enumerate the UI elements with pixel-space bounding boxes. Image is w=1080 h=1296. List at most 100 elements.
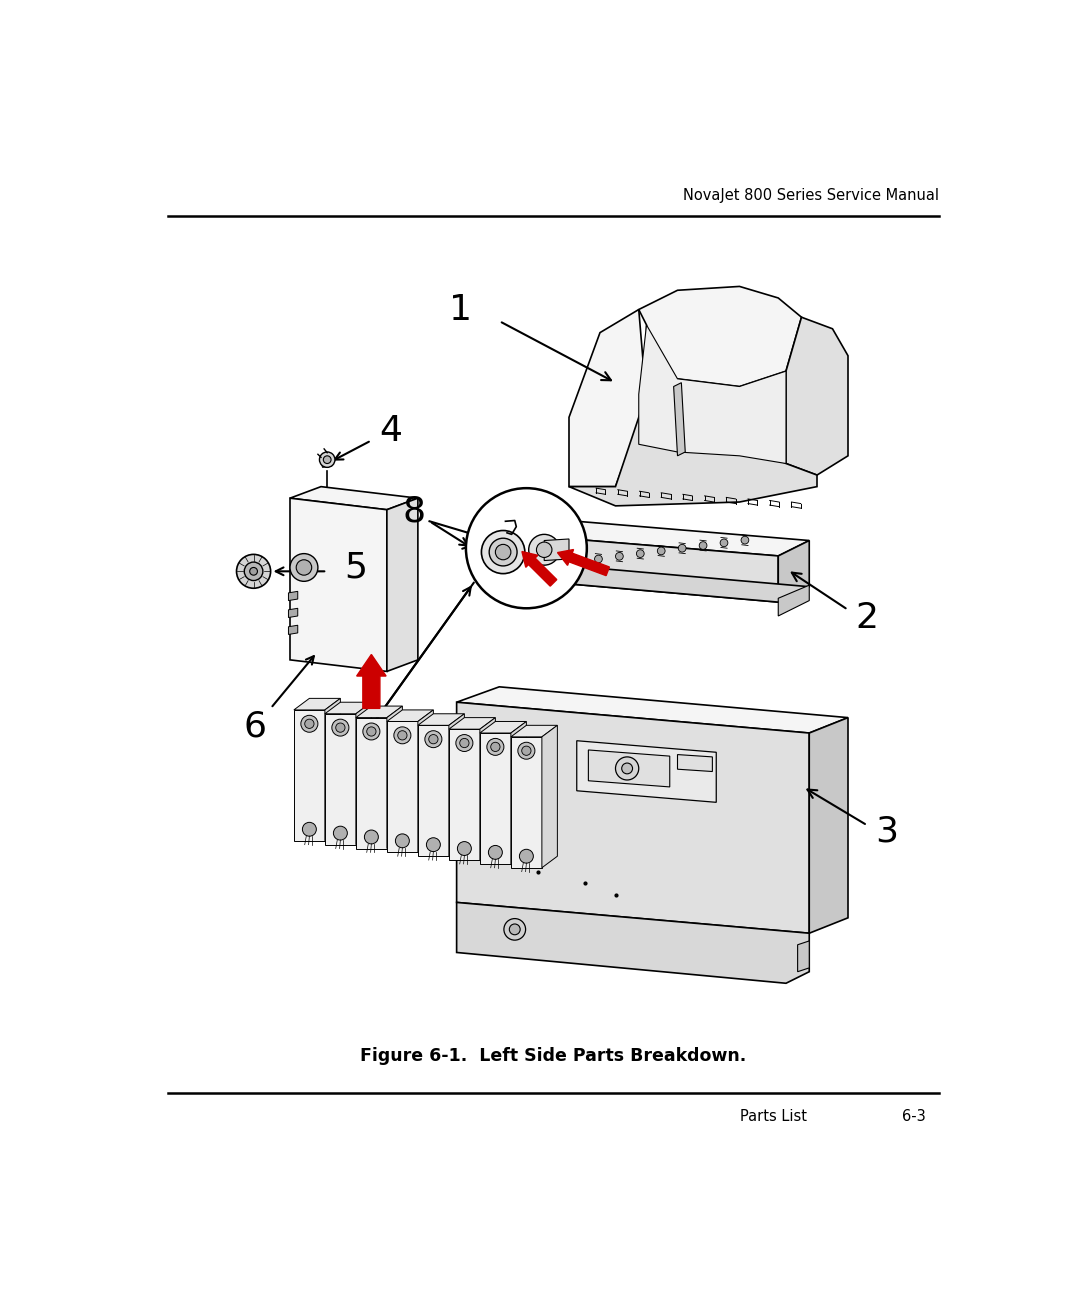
Polygon shape [809,718,848,933]
Circle shape [456,735,473,752]
Polygon shape [457,902,809,984]
Polygon shape [449,718,496,730]
Text: 3: 3 [875,815,899,849]
Circle shape [537,542,552,557]
Text: 6: 6 [244,710,267,744]
Circle shape [529,534,559,565]
Polygon shape [569,310,647,486]
Polygon shape [288,608,298,617]
Polygon shape [356,718,387,849]
Polygon shape [542,726,557,868]
Polygon shape [786,318,848,476]
Polygon shape [798,941,809,972]
Polygon shape [294,710,325,841]
Polygon shape [589,750,670,787]
Circle shape [296,560,312,575]
Circle shape [429,735,438,744]
Circle shape [489,538,517,566]
Polygon shape [577,741,716,802]
Circle shape [616,757,638,780]
Circle shape [336,723,345,732]
Circle shape [720,539,728,547]
Text: 2: 2 [855,600,879,635]
Polygon shape [569,394,816,505]
Circle shape [531,564,540,572]
Polygon shape [325,702,372,714]
Text: 6-3: 6-3 [902,1109,926,1124]
Circle shape [244,562,262,581]
Circle shape [511,566,518,574]
Polygon shape [457,687,848,734]
Polygon shape [321,460,334,468]
Polygon shape [779,586,809,616]
Polygon shape [496,562,809,603]
Circle shape [458,841,471,855]
Text: 7: 7 [321,730,345,763]
Polygon shape [387,706,403,849]
Polygon shape [638,286,801,394]
FancyArrow shape [356,654,387,709]
Circle shape [487,739,504,756]
Polygon shape [356,702,372,845]
Polygon shape [387,498,418,671]
Circle shape [496,544,511,560]
Polygon shape [544,539,569,561]
Polygon shape [288,591,298,600]
Circle shape [395,833,409,848]
Circle shape [363,723,380,740]
Circle shape [519,849,534,863]
Circle shape [522,746,531,756]
Polygon shape [480,718,496,861]
Polygon shape [294,699,340,710]
Circle shape [465,489,586,608]
Polygon shape [449,714,464,857]
Circle shape [504,919,526,940]
Polygon shape [638,325,786,464]
Polygon shape [480,734,511,864]
Circle shape [305,719,314,728]
Circle shape [364,829,378,844]
Polygon shape [387,710,433,722]
Polygon shape [418,714,464,726]
Polygon shape [449,730,480,861]
Polygon shape [288,625,298,635]
Circle shape [553,561,561,568]
Circle shape [323,456,332,464]
Circle shape [334,826,348,840]
Circle shape [291,553,318,582]
Circle shape [332,719,349,736]
Polygon shape [418,726,449,857]
Circle shape [424,731,442,748]
Text: Figure 6-1.  Left Side Parts Breakdown.: Figure 6-1. Left Side Parts Breakdown. [361,1047,746,1065]
Circle shape [397,731,407,740]
Polygon shape [677,754,713,771]
Circle shape [301,715,318,732]
Circle shape [482,530,525,574]
Circle shape [658,547,665,555]
Polygon shape [387,722,418,853]
Circle shape [394,727,410,744]
Polygon shape [291,498,387,671]
Text: Parts List: Parts List [740,1109,807,1124]
Text: 4: 4 [379,415,402,448]
FancyArrow shape [557,550,609,575]
Polygon shape [511,726,557,737]
Polygon shape [526,520,545,537]
Circle shape [517,743,535,759]
Polygon shape [325,714,356,845]
Text: NovaJet 800 Series Service Manual: NovaJet 800 Series Service Manual [683,188,939,203]
Circle shape [678,544,686,552]
Circle shape [367,727,376,736]
Polygon shape [325,699,340,841]
Circle shape [249,568,257,575]
Polygon shape [496,533,779,603]
Circle shape [490,743,500,752]
Circle shape [741,537,748,544]
Text: 8: 8 [403,494,426,529]
Polygon shape [356,706,403,718]
Circle shape [237,555,271,588]
FancyArrow shape [522,552,557,586]
Text: 1: 1 [449,293,472,327]
Polygon shape [457,702,809,933]
Circle shape [320,452,335,468]
